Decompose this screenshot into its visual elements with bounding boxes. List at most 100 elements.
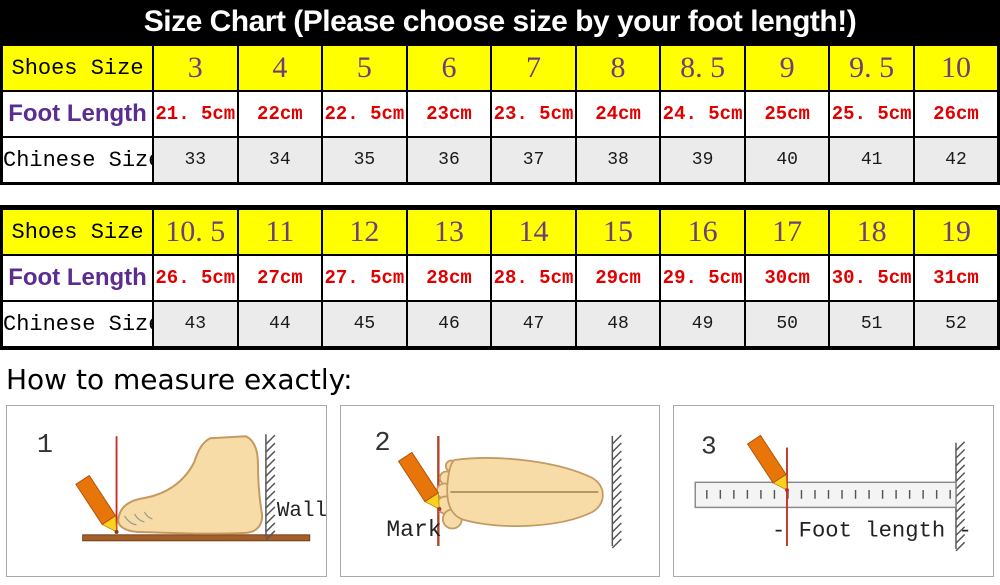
chinese-value-cell: 46 <box>405 300 493 349</box>
foot-value-cell: 29. 5cm <box>659 254 746 302</box>
toe-detail-lines <box>124 511 153 526</box>
foot-value-cell: 29cm <box>574 254 662 302</box>
foot-value-cell: 25cm <box>743 90 831 138</box>
shoes-size-row: Shoes Size 3 4 5 6 7 8 8. 5 9 9. 5 10 <box>0 43 1000 92</box>
pencil-icon <box>397 451 442 511</box>
measure-step-1-panel: 1 Wall <box>6 405 327 577</box>
floor-line <box>82 534 311 542</box>
wall-hatch-icon <box>611 434 622 549</box>
chinese-value-cell: 45 <box>321 300 408 349</box>
chinese-size-row: Chinese Size 33 34 35 36 37 38 39 40 41 42 <box>0 136 1000 185</box>
foot-value-cell: 25. 5cm <box>828 90 915 138</box>
foot-value-cell: 30. 5cm <box>828 254 915 302</box>
chinese-size-row: Chinese Size 43 44 45 46 47 48 49 50 51 52 <box>0 300 1000 349</box>
foot-value-cell: 28cm <box>405 254 493 302</box>
shoes-value-cell: 9 <box>743 43 831 92</box>
shoes-value-cell: 17 <box>743 206 831 256</box>
chinese-value-cell: 40 <box>743 136 831 185</box>
foot-side-icon <box>117 435 264 535</box>
chinese-value-cell: 47 <box>490 300 577 349</box>
measure-step-3-panel: 3 - Foot length - <box>673 405 995 577</box>
foot-length-label: - Foot length - <box>772 518 972 543</box>
foot-value-cell: 30cm <box>743 254 831 302</box>
foot-top-icon <box>435 457 604 530</box>
row-label-chinese: Chinese Size <box>0 300 155 349</box>
wall-label: Wall <box>277 500 326 523</box>
step-number: 3 <box>701 431 717 461</box>
row-label-foot: Foot Length <box>0 90 155 138</box>
ruler-illustration: 3 - Foot length - <box>694 431 972 552</box>
foot-value-cell: 26cm <box>912 90 1000 138</box>
pencil-icon <box>747 434 790 492</box>
measure-heading: How to measure exactly: <box>6 363 353 396</box>
chinese-value-cell: 41 <box>828 136 915 185</box>
chinese-value-cell: 34 <box>236 136 324 185</box>
chinese-value-cell: 42 <box>912 136 1000 185</box>
chinese-value-cell: 35 <box>321 136 408 185</box>
shoes-value-cell: 8. 5 <box>659 43 746 92</box>
shoes-value-cell: 4 <box>236 43 324 92</box>
size-tables-container: Shoes Size 3 4 5 6 7 8 8. 5 9 9. 5 10 Foot Length 21… <box>0 43 1000 350</box>
shoes-value-cell: 7 <box>490 43 577 92</box>
shoes-value-cell: 8 <box>574 43 662 92</box>
page-title: Size Chart (Please choose size by your f… <box>143 4 857 38</box>
foot-value-cell: 24. 5cm <box>659 90 746 138</box>
chinese-value-cell: 52 <box>912 300 1000 349</box>
foot-value-cell: 28. 5cm <box>490 254 577 302</box>
shoes-value-cell: 5 <box>321 43 408 92</box>
foot-value-cell: 27. 5cm <box>321 254 408 302</box>
shoes-value-cell: 15 <box>574 206 662 256</box>
foot-value-cell: 22. 5cm <box>321 90 408 138</box>
row-label-shoes: Shoes Size <box>0 43 155 92</box>
measure-steps: 1 Wall 2 <box>0 405 1000 577</box>
foot-value-cell: 23cm <box>405 90 493 138</box>
row-label-shoes: Shoes Size <box>0 206 155 256</box>
foot-value-cell: 22cm <box>236 90 324 138</box>
shoes-value-cell: 19 <box>912 206 1000 256</box>
foot-value-cell: 24cm <box>574 90 662 138</box>
shoes-value-cell: 6 <box>405 43 493 92</box>
foot-value-cell: 31cm <box>912 254 1000 302</box>
foot-size-row: Foot Length 21. 5cm 22cm 22. 5cm 23cm 23. 5cm… <box>0 90 1000 138</box>
chinese-value-cell: 33 <box>152 136 239 185</box>
shoes-value-cell: 11 <box>236 206 324 256</box>
chinese-value-cell: 43 <box>152 300 239 349</box>
chinese-value-cell: 51 <box>828 300 915 349</box>
foot-size-row: Foot Length 26. 5cm 27cm 27. 5cm 28cm 28. 5cm… <box>0 254 1000 302</box>
shoes-value-cell: 3 <box>152 43 239 92</box>
size-table-2: Shoes Size 10. 5 11 12 13 14 15 16 17 18 19 Foot Le… <box>0 205 1000 350</box>
chinese-value-cell: 38 <box>574 136 662 185</box>
chinese-value-cell: 49 <box>659 300 746 349</box>
chinese-value-cell: 44 <box>236 300 324 349</box>
measure-step-2-panel: 2 Mark <box>339 405 661 577</box>
row-label-foot: Foot Length <box>0 254 155 302</box>
foot-value-cell: 21. 5cm <box>152 90 239 138</box>
shoes-value-cell: 10 <box>912 43 1000 92</box>
chinese-value-cell: 48 <box>574 300 662 349</box>
shoes-size-row: Shoes Size 10. 5 11 12 13 14 15 16 17 18 19 <box>0 206 1000 256</box>
shoes-value-cell: 14 <box>490 206 577 256</box>
shoes-value-cell: 12 <box>321 206 408 256</box>
shoes-value-cell: 13 <box>405 206 493 256</box>
chinese-value-cell: 50 <box>743 300 831 349</box>
shoes-value-cell: 18 <box>828 206 915 256</box>
ruler-icon <box>694 481 958 509</box>
chinese-value-cell: 36 <box>405 136 493 185</box>
chinese-value-cell: 37 <box>490 136 577 185</box>
wall-hatch-icon <box>265 434 276 541</box>
title-bar: Size Chart (Please choose size by your f… <box>0 0 1000 43</box>
step-number: 2 <box>374 429 390 459</box>
foot-side-illustration: 1 Wall <box>37 431 326 542</box>
shoes-value-cell: 10. 5 <box>152 206 239 256</box>
mark-label: Mark <box>386 517 441 543</box>
row-label-chinese: Chinese Size <box>0 136 155 185</box>
foot-value-cell: 27cm <box>236 254 324 302</box>
shoes-value-cell: 9. 5 <box>828 43 915 92</box>
foot-value-cell: 26. 5cm <box>152 254 239 302</box>
size-table-1: Shoes Size 3 4 5 6 7 8 8. 5 9 9. 5 10 Foot Length 21… <box>0 43 1000 185</box>
step-number: 1 <box>37 431 53 461</box>
pencil-icon <box>75 474 119 534</box>
chinese-value-cell: 39 <box>659 136 746 185</box>
shoes-value-cell: 16 <box>659 206 746 256</box>
foot-top-illustration: 2 Mark <box>374 429 622 549</box>
